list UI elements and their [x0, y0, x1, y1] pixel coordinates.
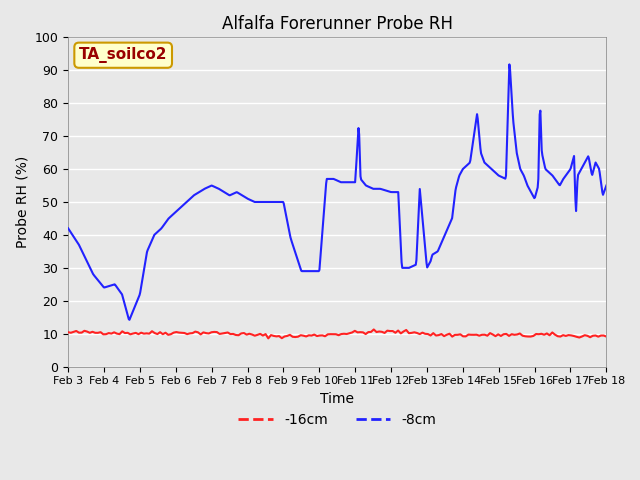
Y-axis label: Probe RH (%): Probe RH (%) [15, 156, 29, 248]
Legend: -16cm, -8cm: -16cm, -8cm [233, 407, 442, 432]
Text: TA_soilco2: TA_soilco2 [79, 47, 168, 63]
X-axis label: Time: Time [320, 392, 355, 406]
Title: Alfalfa Forerunner Probe RH: Alfalfa Forerunner Probe RH [222, 15, 452, 33]
